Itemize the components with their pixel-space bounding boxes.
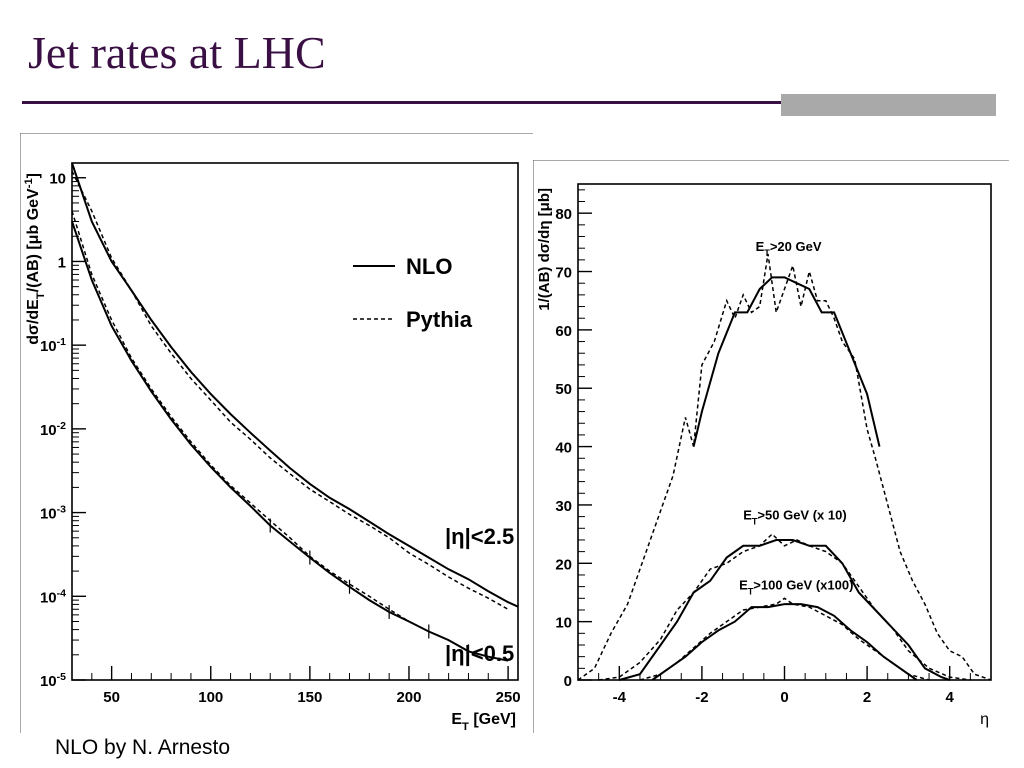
y-tick-label: 1	[58, 254, 66, 271]
y-tick-label: 20	[555, 556, 572, 573]
annotation-et-50: ET>50 GeV (x 10)	[743, 508, 846, 527]
y-tick-label: 30	[555, 498, 572, 515]
footer-credit: NLO by N. Arnesto	[55, 736, 231, 759]
x-tick-label: 250	[496, 689, 521, 706]
x-axis-label: η	[980, 711, 989, 728]
y-axis-label: dσ/dET/(AB) [μb GeV-1]	[23, 173, 47, 345]
title-underline	[22, 101, 996, 104]
y-tick-label: 0	[564, 673, 572, 690]
y-tick-label: 60	[555, 323, 572, 340]
y-tick-label: 50	[555, 381, 572, 398]
series-nlo-e-t-100-gev-x100	[651, 603, 918, 681]
x-tick-label: 200	[396, 689, 421, 706]
series-pythia-e-t-100-gev-x100	[639, 597, 930, 681]
et-spectrum-chart: 50 100 150 200 250 10-5 10-4 10-3 10-2 10-1 1 10 NLO…	[20, 133, 533, 733]
annotation-eta-0p5: |η|<0.5	[445, 641, 514, 666]
x-tick-label: 100	[198, 689, 223, 706]
x-tick-label: 150	[297, 689, 322, 706]
slide-title: Jet rates at LHC	[28, 27, 326, 78]
annotation-et-20: ET>20 GeV	[756, 239, 822, 258]
series-pythia-2-5	[71, 170, 509, 610]
series-nlo-e-t-20-gev	[692, 276, 881, 447]
y-axis-label: 1/(AB) dσ/dη [μb]	[536, 188, 553, 311]
x-tick-label: -2	[695, 689, 708, 706]
series-pythia-0-5	[71, 210, 410, 623]
y-tick-label: 40	[555, 440, 572, 457]
y-tick-label: 10-3	[40, 504, 66, 523]
x-axis-label: ET [GeV]	[451, 711, 516, 733]
title-accent-bar	[781, 94, 996, 116]
x-tick-label: 50	[103, 689, 120, 706]
series-pythia-e-t-20-gev	[577, 253, 992, 681]
legend-label-nlo: NLO	[406, 254, 452, 279]
annotation-eta-2p5: |η|<2.5	[445, 524, 514, 549]
plot-frame	[71, 162, 519, 681]
series-pythia-e-t-50-gev-x-10	[598, 533, 971, 681]
x-tick-label: -4	[613, 689, 627, 706]
y-tick-label: 80	[555, 206, 572, 223]
y-tick-label: 10-4	[40, 587, 66, 606]
series-nlo-2-5	[71, 162, 519, 608]
series-nlo-e-t-50-gev-x-10	[619, 539, 951, 681]
plot-frame	[577, 183, 992, 681]
series-nlo-0-5	[71, 221, 509, 662]
x-tick-label: 2	[863, 689, 871, 706]
y-tick-label: 70	[555, 265, 572, 282]
x-tick-label: 4	[946, 689, 955, 706]
x-tick-label: 0	[780, 689, 788, 706]
legend-label-pythia: Pythia	[406, 307, 473, 332]
y-tick-label: 10-2	[40, 420, 66, 439]
y-tick-label: 10-5	[40, 671, 66, 690]
y-tick-label: 10-1	[40, 336, 66, 355]
y-tick-label: 10	[49, 171, 66, 188]
annotation-et-100: ET>100 GeV (x100)	[739, 578, 853, 597]
y-tick-label: 10	[555, 615, 572, 632]
